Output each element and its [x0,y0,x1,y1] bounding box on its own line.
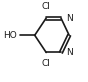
Text: Cl: Cl [42,59,51,68]
Text: N: N [66,48,73,57]
Text: N: N [66,14,73,23]
Text: Cl: Cl [42,2,51,11]
Text: HO: HO [3,31,17,40]
